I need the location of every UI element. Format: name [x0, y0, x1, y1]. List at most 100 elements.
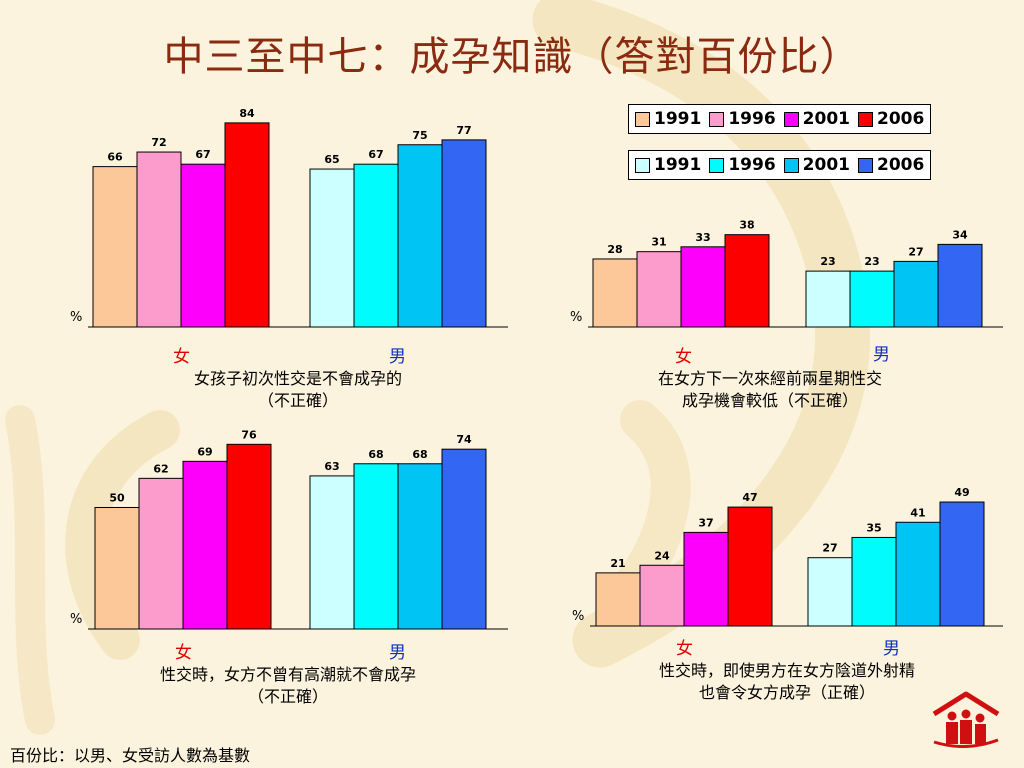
data-label: 31 — [651, 236, 666, 249]
gender-label-female: 女 — [675, 347, 692, 367]
data-label: 63 — [324, 460, 339, 473]
data-label: 66 — [107, 151, 123, 164]
caption-line: 性交時，即使男方在女方陰道外射精 — [658, 661, 915, 680]
data-label: 84 — [239, 107, 255, 120]
bar-male-2001 — [895, 521, 941, 627]
gender-label-male: 男 — [389, 347, 406, 367]
bar-female-2001 — [182, 460, 228, 630]
bar-female-1991 — [592, 258, 638, 328]
legend-swatch — [783, 157, 799, 173]
caption-line: 在女方下一次來經前兩星期性交 — [657, 369, 882, 388]
data-label: 76 — [241, 428, 257, 441]
unit-label: % — [570, 310, 582, 325]
data-label: 68 — [368, 448, 383, 461]
data-label: 67 — [368, 148, 383, 161]
unit-label: % — [572, 609, 584, 624]
legend-label: 2006 — [876, 155, 925, 175]
data-label: 77 — [456, 124, 471, 137]
bar-male-1991 — [807, 557, 853, 627]
caption-chart-3: 性交時，女方不曾有高潮就不會成孕 （不正確） — [78, 664, 498, 708]
gender-label-male: 男 — [389, 643, 406, 663]
bar-male-2001 — [893, 260, 939, 328]
caption-chart-1: 女孩子初次性交是不會成孕的 （不正確） — [88, 368, 508, 412]
data-label: 38 — [739, 219, 754, 232]
data-label: 23 — [820, 255, 835, 268]
bar-female-2006 — [224, 122, 270, 328]
data-label: 23 — [864, 255, 879, 268]
bar-male-2006 — [939, 501, 985, 627]
legend-swatch — [857, 157, 873, 173]
legend-item: 2006 — [857, 109, 925, 129]
bar-female-2006 — [226, 443, 272, 630]
bar-female-1996 — [636, 251, 682, 328]
footnote: 百份比：以男、女受訪人數為基數 — [10, 746, 251, 765]
bar-male-1991 — [309, 475, 355, 630]
bar-male-1996 — [849, 270, 895, 328]
bar-female-1991 — [595, 572, 641, 627]
bar-female-2006 — [724, 234, 770, 328]
bar-male-1996 — [353, 463, 399, 630]
legend-female: 1991 1996 2001 2006 — [628, 104, 932, 134]
data-label: 21 — [610, 557, 625, 570]
data-label: 49 — [954, 486, 969, 499]
bar-male-1991 — [309, 168, 355, 328]
data-label: 75 — [412, 129, 427, 142]
legend-item: 2006 — [857, 155, 925, 175]
data-label: 28 — [607, 243, 622, 256]
caption-line: 女孩子初次性交是不會成孕的 — [193, 369, 402, 388]
data-label: 37 — [698, 516, 713, 529]
gender-label-female: 女 — [173, 347, 190, 367]
legend-label: 2006 — [876, 109, 925, 129]
bar-male-2006 — [937, 243, 983, 328]
data-label: 33 — [695, 231, 710, 244]
bar-female-1996 — [136, 151, 182, 328]
legend-item: 1991 — [635, 109, 701, 129]
bar-female-2006 — [727, 506, 773, 627]
legend-swatch — [857, 111, 873, 127]
legend-swatch — [783, 111, 799, 127]
data-label: 65 — [324, 153, 339, 166]
bar-female-1991 — [94, 507, 140, 630]
caption-line: （不正確） — [257, 391, 338, 410]
bar-female-1996 — [138, 477, 184, 630]
data-label: 47 — [742, 491, 757, 504]
legend-male: 1991 1996 2001 2006 — [628, 150, 932, 180]
data-label: 69 — [197, 445, 212, 458]
data-label: 27 — [908, 245, 923, 258]
data-label: 34 — [952, 228, 968, 241]
legend-item: 1996 — [709, 155, 776, 175]
legend-item: 1996 — [709, 109, 776, 129]
legend-item: 2001 — [783, 155, 850, 175]
organization-logo-icon — [932, 691, 1000, 748]
data-label: 35 — [866, 521, 881, 534]
unit-label: % — [70, 612, 82, 627]
legend-item: 1991 — [635, 155, 701, 175]
page-title: 中三至中七：成孕知識（答對百份比） — [163, 34, 861, 80]
legend-label: 1991 — [654, 109, 702, 129]
data-label: 50 — [109, 492, 125, 505]
legend-label: 1996 — [728, 155, 776, 175]
bar-male-2001 — [397, 463, 443, 630]
bar-male-2006 — [441, 448, 487, 630]
data-label: 27 — [822, 542, 837, 555]
gender-label-male: 男 — [873, 345, 890, 365]
legend-label: 2001 — [802, 109, 850, 129]
legend-swatch — [709, 111, 725, 127]
legend-swatch — [635, 111, 650, 127]
gender-label-female: 女 — [676, 639, 693, 659]
unit-label: % — [70, 310, 82, 325]
caption-line: 也會令女方成孕（正確） — [698, 683, 875, 702]
data-label: 24 — [654, 549, 670, 562]
data-label: 62 — [153, 462, 168, 475]
bar-male-2006 — [441, 139, 487, 328]
data-label: 68 — [412, 448, 427, 461]
data-label: 41 — [910, 506, 925, 519]
caption-line: 性交時，女方不曾有高潮就不會成孕 — [159, 665, 416, 684]
caption-chart-4: 性交時，即使男方在女方陰道外射精 也會令女方成孕（正確） — [577, 660, 997, 704]
legend-item: 2001 — [783, 109, 850, 129]
bar-male-1996 — [851, 536, 897, 627]
legend-label: 1996 — [728, 109, 776, 129]
